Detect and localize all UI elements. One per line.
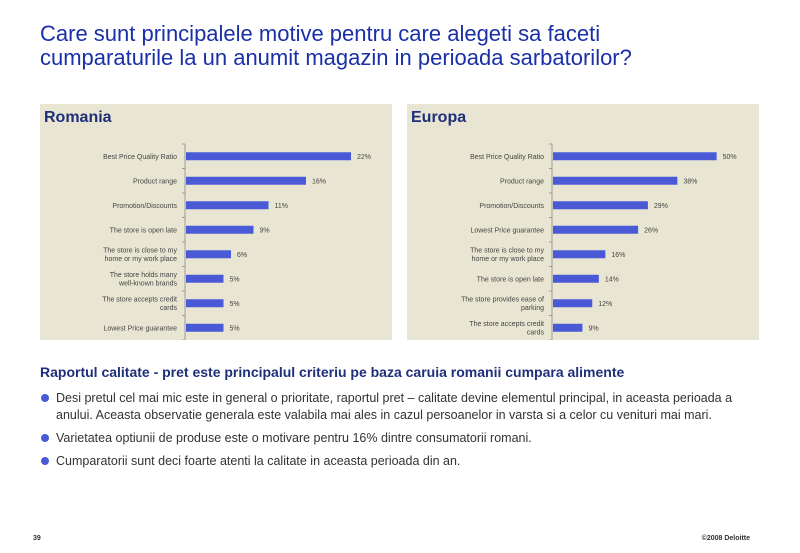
romania-bar: [186, 323, 224, 332]
bullet-icon: [41, 434, 49, 442]
bullet-item: Desi pretul cel mai mic este in general …: [40, 390, 765, 424]
romania-category-label: Best Price Quality Ratio: [103, 154, 177, 161]
europa-value-label: 29%: [654, 203, 668, 210]
europa-value-label: 16%: [611, 252, 625, 259]
europa-category-label: Product range: [500, 178, 544, 185]
europa-value-label: 38%: [683, 178, 697, 185]
romania-value-label: 22%: [357, 154, 371, 161]
chart-title-europa: Europa: [411, 109, 467, 126]
bullet-icon: [41, 394, 49, 402]
romania-value-label: 16%: [312, 178, 326, 185]
europa-value-label: 9%: [588, 325, 598, 332]
bullet-item: Cumparatorii sunt deci foarte atenti la …: [40, 453, 765, 470]
europa-bar: [553, 323, 583, 332]
europa-bar: [553, 152, 717, 161]
romania-category-label: The store accepts credit cards: [102, 297, 177, 312]
europa-category-label: The store accepts credit cards: [469, 321, 544, 336]
europa-value-label: 12%: [598, 301, 612, 308]
romania-category-label: Lowest Price guarantee: [103, 325, 177, 332]
chart-europa: Europa 50% Best Price Quality Ratio 38% Pro…: [407, 104, 759, 340]
copyright: ©2008 Deloitte: [701, 535, 750, 542]
bullet-list: Desi pretul cel mai mic este in general …: [40, 390, 765, 476]
europa-category-label: Promotion/Discounts: [479, 203, 544, 210]
bullet-icon: [41, 457, 49, 465]
bullet-text: Desi pretul cel mai mic este in general …: [56, 391, 733, 422]
europa-value-label: 50%: [723, 154, 737, 161]
romania-category-label: The store holds many well-known brands: [110, 272, 178, 287]
europa-bar: [553, 225, 639, 234]
europa-category-label: The store is close to my home or my work …: [470, 248, 544, 263]
romania-category-label: Product range: [133, 178, 177, 185]
romania-bar: [186, 176, 306, 185]
romania-bar: [186, 201, 269, 210]
page-title: Care sunt principalele motive pentru car…: [40, 22, 760, 70]
europa-category-label: Lowest Price guarantee: [470, 227, 544, 234]
europa-category-label: The store provides ease of parking: [461, 297, 544, 312]
europa-bar: [553, 250, 606, 259]
bullet-text: Varietatea optiunii de produse este o mo…: [56, 431, 532, 445]
romania-bar: [186, 299, 224, 308]
page-number: 39: [33, 535, 41, 542]
romania-value-label: 11%: [275, 203, 289, 210]
europa-category-label: Best Price Quality Ratio: [470, 154, 544, 161]
romania-value-label: 5%: [230, 325, 240, 332]
bullet-item: Varietatea optiunii de produse este o mo…: [40, 430, 765, 447]
chart-romania-svg: 22% Best Price Quality Ratio 16% Product ra…: [102, 143, 371, 340]
page-title-line-1: Care sunt principalele motive pentru car…: [40, 21, 601, 46]
europa-value-label: 26%: [644, 227, 658, 234]
romania-bar: [186, 152, 351, 161]
romania-category-label: The store is close to my home or my work …: [103, 248, 177, 263]
romania-value-label: 5%: [230, 276, 240, 283]
romania-category-label: The store is open late: [110, 227, 177, 234]
romania-value-label: 5%: [230, 301, 240, 308]
europa-value-label: 14%: [605, 276, 619, 283]
romania-value-label: 9%: [260, 227, 270, 234]
romania-bar: [186, 250, 231, 259]
page-title-line-2: cumparaturile la un anumit magazin in pe…: [40, 45, 632, 70]
romania-bar: [186, 274, 224, 283]
europa-bar: [553, 201, 648, 210]
section-heading: Raportul calitate - pret este principalu…: [40, 364, 625, 380]
europa-bar: [553, 176, 678, 185]
romania-bar: [186, 225, 254, 234]
europa-bar: [553, 274, 599, 283]
europa-bar: [553, 299, 593, 308]
chart-romania: Romania 22% Best Price Quality Ratio 16% Pr…: [40, 104, 392, 340]
bullet-text: Cumparatorii sunt deci foarte atenti la …: [56, 454, 461, 468]
romania-category-label: Promotion/Discounts: [112, 203, 177, 210]
chart-europa-svg: 50% Best Price Quality Ratio 38% Product ra…: [461, 143, 737, 340]
romania-value-label: 6%: [237, 252, 247, 259]
chart-title-romania: Romania: [44, 109, 112, 126]
europa-category-label: The store is open late: [477, 276, 544, 283]
